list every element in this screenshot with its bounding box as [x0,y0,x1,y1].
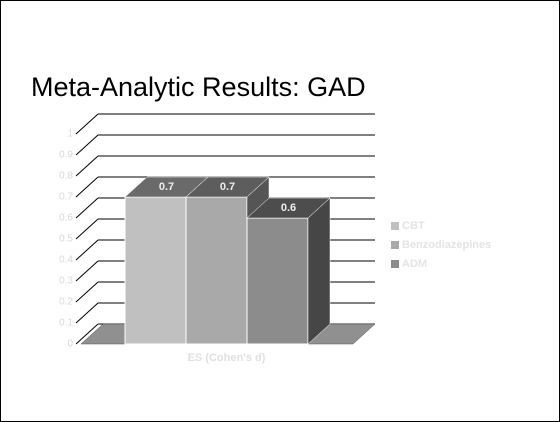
grid-line [75,134,99,156]
grid-line [75,113,99,135]
data-label: 0.7 [159,181,174,193]
legend-swatch [391,222,399,230]
y-tick-label: 0.6 [59,213,73,224]
grid-line [75,197,99,219]
legend-label: CBT [402,220,425,232]
y-tick-label: 0.1 [59,318,73,329]
grid-line [75,323,99,345]
chart-title: Meta-Analytic Results: GAD [31,72,366,102]
legend-label: Benzodiazepines [402,239,491,251]
grid-line [75,239,99,261]
y-tick-label: 0.5 [59,234,73,245]
legend-swatch [391,241,399,249]
y-tick-label: 0.3 [59,276,73,287]
grid-line [75,155,99,177]
legend-label: ADM [402,258,427,270]
grid-line [75,260,99,282]
y-tick-label: 0.8 [59,171,73,182]
y-tick-label: 1 [67,129,73,140]
bar-side [307,197,331,345]
bar [246,217,309,345]
bar [185,196,248,345]
grid-line [75,218,99,240]
grid-line [75,281,99,303]
y-tick-label: 0.9 [59,150,73,161]
y-tick-label: 0 [67,339,73,350]
y-tick-label: 0.2 [59,297,73,308]
grid-line [75,302,99,324]
x-axis-label: ES (Cohen's d) [188,352,266,364]
y-tick-label: 0.7 [59,192,73,203]
data-label: 0.6 [281,202,296,214]
bar [124,196,187,345]
y-tick-label: 0.4 [59,255,73,266]
data-label: 0.7 [220,181,235,193]
grid-line [75,176,99,198]
legend-swatch [391,260,399,268]
